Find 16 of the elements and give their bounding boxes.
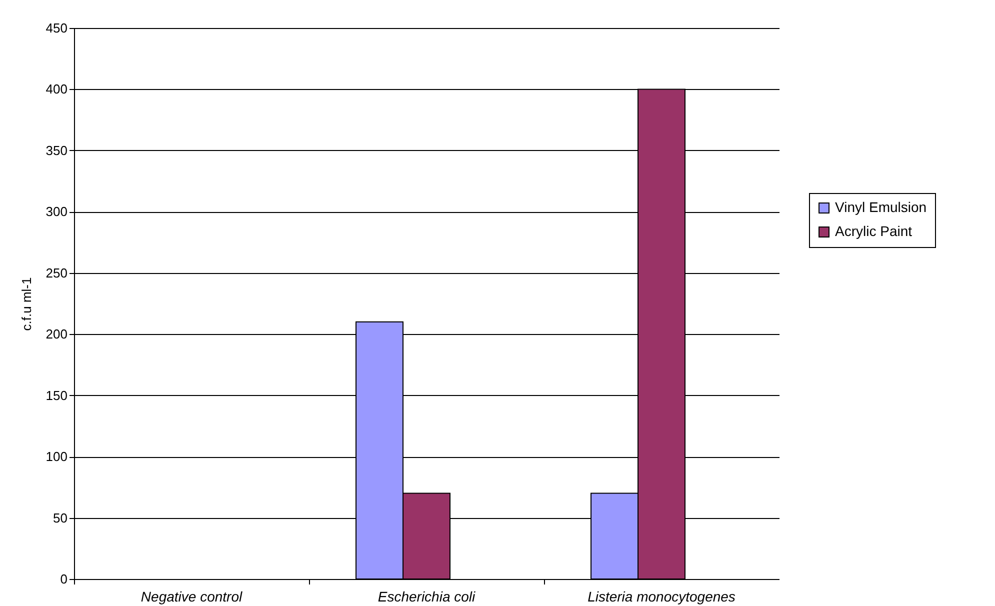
y-tick-label: 450: [46, 20, 68, 36]
y-tick-label: 200: [46, 326, 68, 342]
y-tick-label: 350: [46, 142, 68, 158]
y-tick-label: 400: [46, 82, 68, 97]
y-tick-label: 50: [53, 510, 68, 526]
x-tick-label: Escherichia coli: [378, 588, 476, 604]
y-tick-label: 100: [46, 449, 68, 464]
y-tick-label: 0: [60, 572, 68, 586]
legend-label: Acrylic Paint: [835, 223, 912, 239]
x-tick-label: Negative control: [140, 588, 243, 604]
y-tick-label: 150: [46, 388, 68, 403]
y-axis-title: c.f.u ml-1: [18, 277, 34, 331]
x-tick-label: Listeria monocytogenes: [588, 588, 736, 604]
y-tick-label: 300: [46, 204, 68, 220]
y-tick-label: 250: [46, 265, 68, 280]
legend-label: Vinyl Emulsion: [835, 199, 927, 215]
